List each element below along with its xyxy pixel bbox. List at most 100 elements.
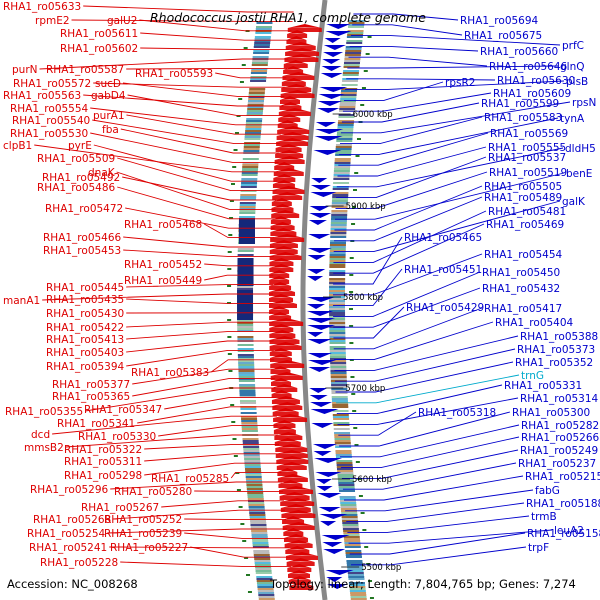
leader-line — [333, 210, 487, 263]
genome-backbone — [300, 0, 328, 600]
leader-line — [71, 19, 293, 22]
gene-label-left: RHA1_ro05445 — [46, 282, 124, 294]
leader-line — [123, 236, 274, 248]
gene-label-right: RHA1_ro05505 — [484, 181, 562, 193]
leader-line — [139, 19, 292, 32]
gene-label-right: RHA1_ro05404 — [495, 317, 574, 329]
gene-label-right: trmB — [531, 511, 557, 523]
gene-label-left: RHA1_ro05268 — [33, 514, 111, 526]
leader-line — [333, 253, 483, 296]
kbp-tick-label: 5800 kbp — [343, 293, 383, 303]
gene-label-right: RHA1_ro05489 — [484, 192, 562, 204]
leader-line — [126, 331, 274, 340]
leader-line — [203, 223, 275, 239]
gene-label-right: RHA1_ro05599 — [481, 98, 559, 110]
leader-line — [335, 361, 514, 393]
gene-label-left: RHA1_ro05452 — [124, 259, 202, 271]
gene-label-right: rpsN — [572, 97, 596, 109]
gene-label-left: RHA1_ro05449 — [124, 275, 202, 287]
gene-label-right: RHA1_ro05694 — [460, 15, 539, 27]
gene-label-left: RHA1_ro05228 — [40, 557, 118, 569]
gene-label-right: RHA1_ro05537 — [488, 152, 566, 164]
gene-label-right: prfC — [562, 40, 584, 52]
leader-line — [340, 436, 520, 469]
gene-label-left: RHA1_ro05347 — [84, 404, 162, 416]
gene-label-left: RHA1_ro05611 — [60, 28, 138, 40]
gene-label-right: RHA1_ro05249 — [520, 445, 598, 457]
leader-line — [339, 116, 483, 145]
gene-label-right: RHA1_ro05282 — [521, 420, 599, 432]
gene-label-left: RHA1_ro05296 — [30, 484, 109, 496]
leader-line — [126, 349, 274, 367]
leader-line — [92, 119, 280, 145]
leader-line — [333, 307, 483, 350]
gene-label-right: RHA1_ro05266 — [521, 432, 600, 444]
leader-line — [333, 271, 481, 317]
leader-line — [333, 287, 481, 328]
leader-line — [334, 348, 516, 382]
leader-line — [334, 321, 494, 361]
leader-line — [126, 284, 274, 288]
leader-line — [93, 82, 286, 88]
leader-line — [350, 35, 561, 46]
gene-label-left: RHA1_ro05365 — [52, 391, 130, 403]
leader-line — [338, 132, 489, 166]
leader-line — [210, 359, 275, 373]
gene-label-right: RHA1_ro05646 — [489, 61, 568, 73]
gene-label-left: RHA1_ro05383 — [131, 367, 209, 379]
gene-label-left: RHA1_ro05492 — [42, 172, 120, 184]
kbp-tick-label: 6000 kbp — [353, 110, 393, 120]
leader-line — [343, 81, 444, 101]
leader-line — [334, 335, 519, 371]
gene-label-left: RHA1_ro05633 — [3, 1, 81, 13]
leader-line — [126, 298, 274, 304]
gene-label-right: RHA1_ro05454 — [484, 249, 563, 261]
gene-label-left: RHA1_ro05472 — [45, 203, 123, 215]
gene-label-right: RHA1_ro05660 — [480, 46, 558, 58]
genome-title: Rhodococcus jostii RHA1, complete genome — [150, 10, 426, 25]
leader-line — [34, 144, 278, 173]
gene-label-left: purA1 — [93, 110, 125, 122]
gene-label-left: RHA1_ro05530 — [10, 128, 88, 140]
gene-label-right: plsB — [566, 76, 588, 88]
leader-line — [347, 65, 559, 69]
gene-label-right: trpF — [528, 542, 549, 554]
gene-label-left: RHA1_ro05285 — [151, 473, 229, 485]
gene-label-left: sucD — [95, 78, 121, 90]
leader-line — [127, 94, 283, 116]
leader-line — [346, 78, 496, 81]
leader-line — [110, 481, 283, 490]
gene-label-right: RHA1_ro05465 — [404, 232, 482, 244]
gene-label-right: RHA1_ro05352 — [515, 357, 593, 369]
gene-label-left: RHA1_ro05509 — [37, 153, 115, 165]
leader-line — [347, 515, 530, 533]
gene-label-right: RHA1_ro05609 — [493, 88, 571, 100]
leader-line — [161, 500, 285, 508]
gene-label-left: RHA1_ro05311 — [64, 456, 142, 468]
leader-line — [158, 425, 278, 437]
leader-line — [342, 92, 492, 112]
leader-line — [333, 236, 403, 285]
leader-line — [109, 546, 290, 549]
leader-line — [336, 384, 503, 415]
gene-label-left: RHA1_ro05468 — [124, 219, 202, 231]
accession-text: Accession: NC_008268 — [7, 577, 138, 591]
leader-line — [353, 13, 459, 21]
gene-label-left: RHA1_ro05403 — [46, 347, 124, 359]
leader-line — [107, 528, 288, 534]
leader-line — [120, 128, 280, 154]
gene-label-left: RHA1_ro05413 — [46, 334, 124, 346]
genome-summary-text: Topology: linear; Length: 7,804,765 bp; … — [269, 577, 576, 591]
gene-label-right: RHA1_ro05237 — [518, 458, 596, 470]
leader-line — [117, 186, 275, 220]
gene-label-left: RHA1_ro05394 — [46, 361, 125, 373]
leader-line — [349, 45, 479, 52]
leader-line — [144, 443, 279, 450]
leader-line — [352, 24, 463, 36]
leader-line — [132, 378, 275, 397]
gene-label-right: rpsR2 — [445, 77, 475, 89]
outer-marker-track — [227, 30, 374, 599]
leader-line — [333, 268, 403, 307]
gene-label-right: RHA1_ro05215 — [525, 471, 600, 483]
